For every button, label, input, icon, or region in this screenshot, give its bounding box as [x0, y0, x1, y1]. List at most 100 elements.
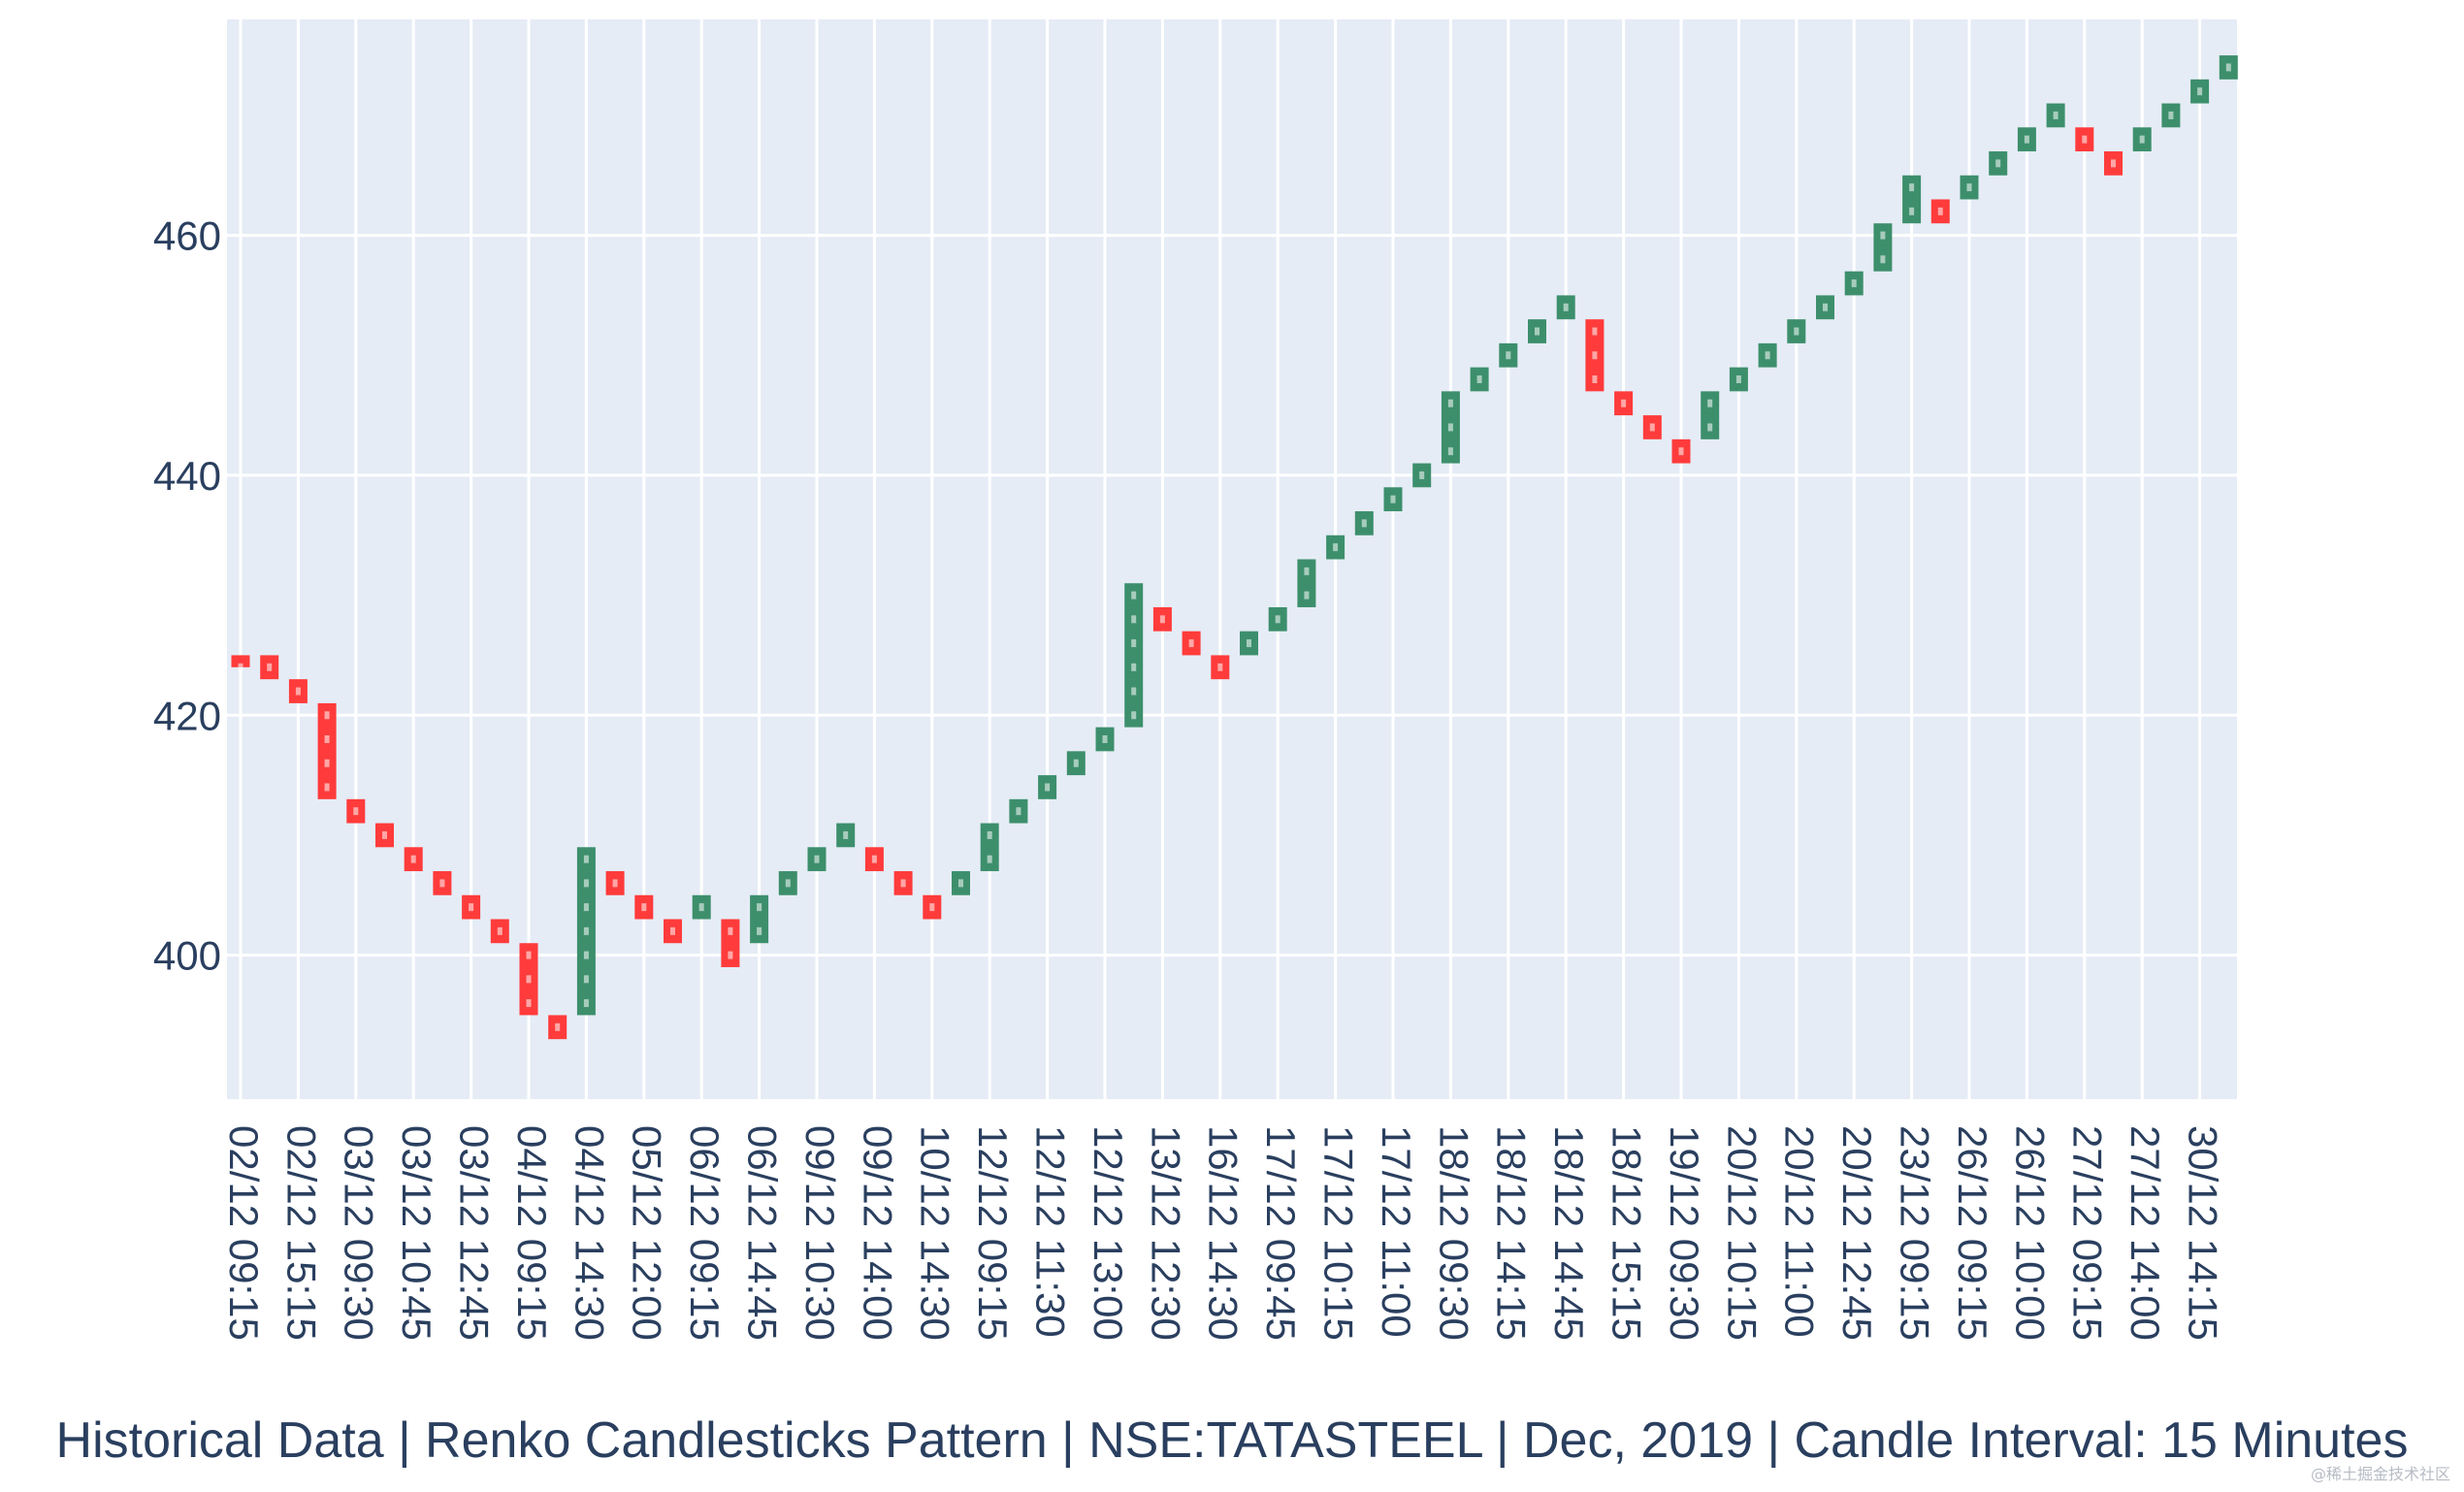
candle-inner-mark	[1937, 207, 1943, 215]
candle-down	[231, 655, 250, 667]
candle-inner-mark	[267, 663, 273, 671]
x-tick-label: 18/12 09:30	[1431, 1125, 1476, 1341]
y-tick-label: 440	[153, 453, 221, 499]
candle-inner-mark	[1592, 327, 1598, 336]
x-tick-label: 10/12 14:30	[913, 1125, 958, 1341]
candle-inner-mark	[295, 687, 301, 696]
x-tick-label: 20/12 10:15	[1719, 1125, 1765, 1341]
candle-inner-mark	[2168, 111, 2174, 119]
x-tick-label: 04/12 09:15	[509, 1125, 555, 1341]
candle-inner-mark	[1995, 159, 2001, 168]
candle-up	[1873, 223, 1893, 272]
x-tick-label: 16/12 14:30	[1201, 1125, 1247, 1341]
candle-inner-mark	[2053, 111, 2059, 119]
x-tick-label: 18/12 14:15	[1489, 1125, 1535, 1341]
candle-inner-mark	[1217, 663, 1223, 671]
candle-inner-mark	[324, 759, 330, 767]
candle-inner-mark	[871, 855, 877, 863]
y-tick-label: 400	[153, 933, 221, 979]
candle-up	[1297, 559, 1316, 607]
plot-area	[227, 19, 2237, 1099]
candle-inner-mark	[324, 783, 330, 792]
candle-inner-mark	[583, 879, 589, 888]
x-tick-label: 26/12 09:15	[1950, 1125, 1995, 1341]
x-tick-label: 20/12 11:00	[1777, 1125, 1823, 1338]
x-tick-label: 12/12 09:15	[970, 1125, 1016, 1341]
candle-inner-mark	[1304, 591, 1310, 600]
candle-inner-mark	[526, 999, 532, 1008]
x-tick-label: 17/12 11:00	[1374, 1125, 1419, 1338]
candle-inner-mark	[1707, 423, 1713, 432]
candle-inner-mark	[785, 879, 791, 888]
candle-inner-mark	[1621, 399, 1627, 407]
candle-inner-mark	[728, 951, 733, 959]
y-axis: 400 420 440 460	[153, 213, 221, 979]
candle-inner-mark	[1188, 639, 1194, 648]
x-tick-label: 17/12 09:45	[1258, 1125, 1304, 1341]
x-tick-label: 13/12 12:30	[1143, 1125, 1188, 1341]
candle-inner-mark	[612, 879, 618, 888]
candles	[231, 55, 2238, 1040]
candle-up	[1701, 391, 1720, 439]
candle-inner-mark	[843, 830, 849, 839]
candle-inner-mark	[1390, 495, 1396, 503]
candle-inner-mark	[1275, 615, 1281, 624]
x-tick-label: 17/12 10:15	[1316, 1125, 1362, 1341]
candle-inner-mark	[324, 735, 330, 743]
candle-up	[750, 894, 769, 944]
x-tick-label: 06/12 14:45	[740, 1125, 786, 1341]
candle-inner-mark	[641, 903, 647, 912]
candle-inner-mark	[757, 903, 762, 912]
candle-inner-mark	[238, 663, 243, 671]
candle-inner-mark	[583, 855, 589, 863]
x-tick-label: 05/12 12:00	[625, 1125, 670, 1341]
candle-inner-mark	[1707, 399, 1713, 407]
x-tick-label: 30/12 14:15	[2181, 1125, 2226, 1341]
candle-inner-mark	[1333, 543, 1339, 552]
candle-up	[1902, 175, 1922, 224]
candle-inner-mark	[2197, 87, 2203, 96]
candle-inner-mark	[1131, 687, 1137, 696]
candle-inner-mark	[1419, 470, 1425, 479]
candle-inner-mark	[1304, 567, 1310, 575]
candle-inner-mark	[526, 951, 532, 959]
x-tick-label: 03/12 09:30	[337, 1125, 382, 1341]
chart-caption: Historical Data | Renko Candlesticks Pat…	[55, 1412, 2409, 1469]
candle-inner-mark	[929, 903, 935, 912]
candle-inner-mark	[1966, 183, 1972, 192]
candle-inner-mark	[1361, 519, 1367, 528]
x-tick-label: 20/12 12:45	[1834, 1125, 1880, 1341]
x-tick-label: 03/12 10:45	[394, 1125, 439, 1341]
candle-inner-mark	[1563, 303, 1569, 311]
candle-inner-mark	[1131, 711, 1137, 720]
candle-inner-mark	[698, 903, 704, 912]
candle-inner-mark	[987, 855, 992, 863]
candle-inner-mark	[1131, 663, 1137, 671]
x-tick-label: 02/12 09:15	[221, 1125, 267, 1341]
candle-inner-mark	[1016, 807, 1021, 816]
candle-down	[317, 702, 337, 799]
x-tick-label: 23/12 09:15	[1893, 1125, 1938, 1341]
x-tick-label: 04/12 14:30	[567, 1125, 612, 1341]
candle-inner-mark	[439, 879, 445, 888]
candle-inner-mark	[1447, 399, 1453, 407]
candle-inner-mark	[1649, 423, 1655, 432]
candle-inner-mark	[1131, 615, 1137, 624]
candle-inner-mark	[555, 1022, 561, 1031]
candle-inner-mark	[1678, 447, 1684, 456]
candle-inner-mark	[1880, 255, 1886, 264]
candle-inner-mark	[2225, 63, 2231, 72]
x-tick-label: 19/12 09:30	[1662, 1125, 1707, 1341]
candle-inner-mark	[583, 903, 589, 912]
candle-inner-mark	[1909, 207, 1915, 215]
x-tick-label: 06/12 09:15	[682, 1125, 728, 1341]
candle-inner-mark	[2139, 135, 2145, 144]
candle-inner-mark	[958, 879, 963, 888]
candle-inner-mark	[526, 975, 532, 984]
candle-inner-mark	[728, 926, 733, 935]
candle-inner-mark	[1823, 303, 1828, 311]
y-tick-label: 460	[153, 213, 221, 259]
x-tick-label: 18/12 15:15	[1605, 1125, 1650, 1341]
candle-inner-mark	[1447, 447, 1453, 456]
